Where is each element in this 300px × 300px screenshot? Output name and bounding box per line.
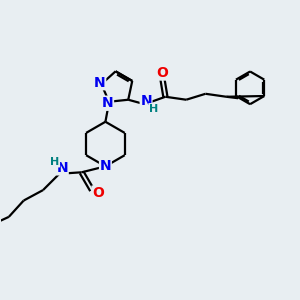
Text: N: N bbox=[56, 161, 68, 175]
Text: N: N bbox=[94, 76, 106, 90]
Text: H: H bbox=[149, 103, 158, 114]
Text: N: N bbox=[102, 96, 113, 110]
Text: H: H bbox=[50, 157, 59, 167]
Text: N: N bbox=[140, 94, 152, 108]
Text: O: O bbox=[157, 66, 168, 80]
Text: N: N bbox=[100, 159, 111, 173]
Text: O: O bbox=[92, 186, 104, 200]
